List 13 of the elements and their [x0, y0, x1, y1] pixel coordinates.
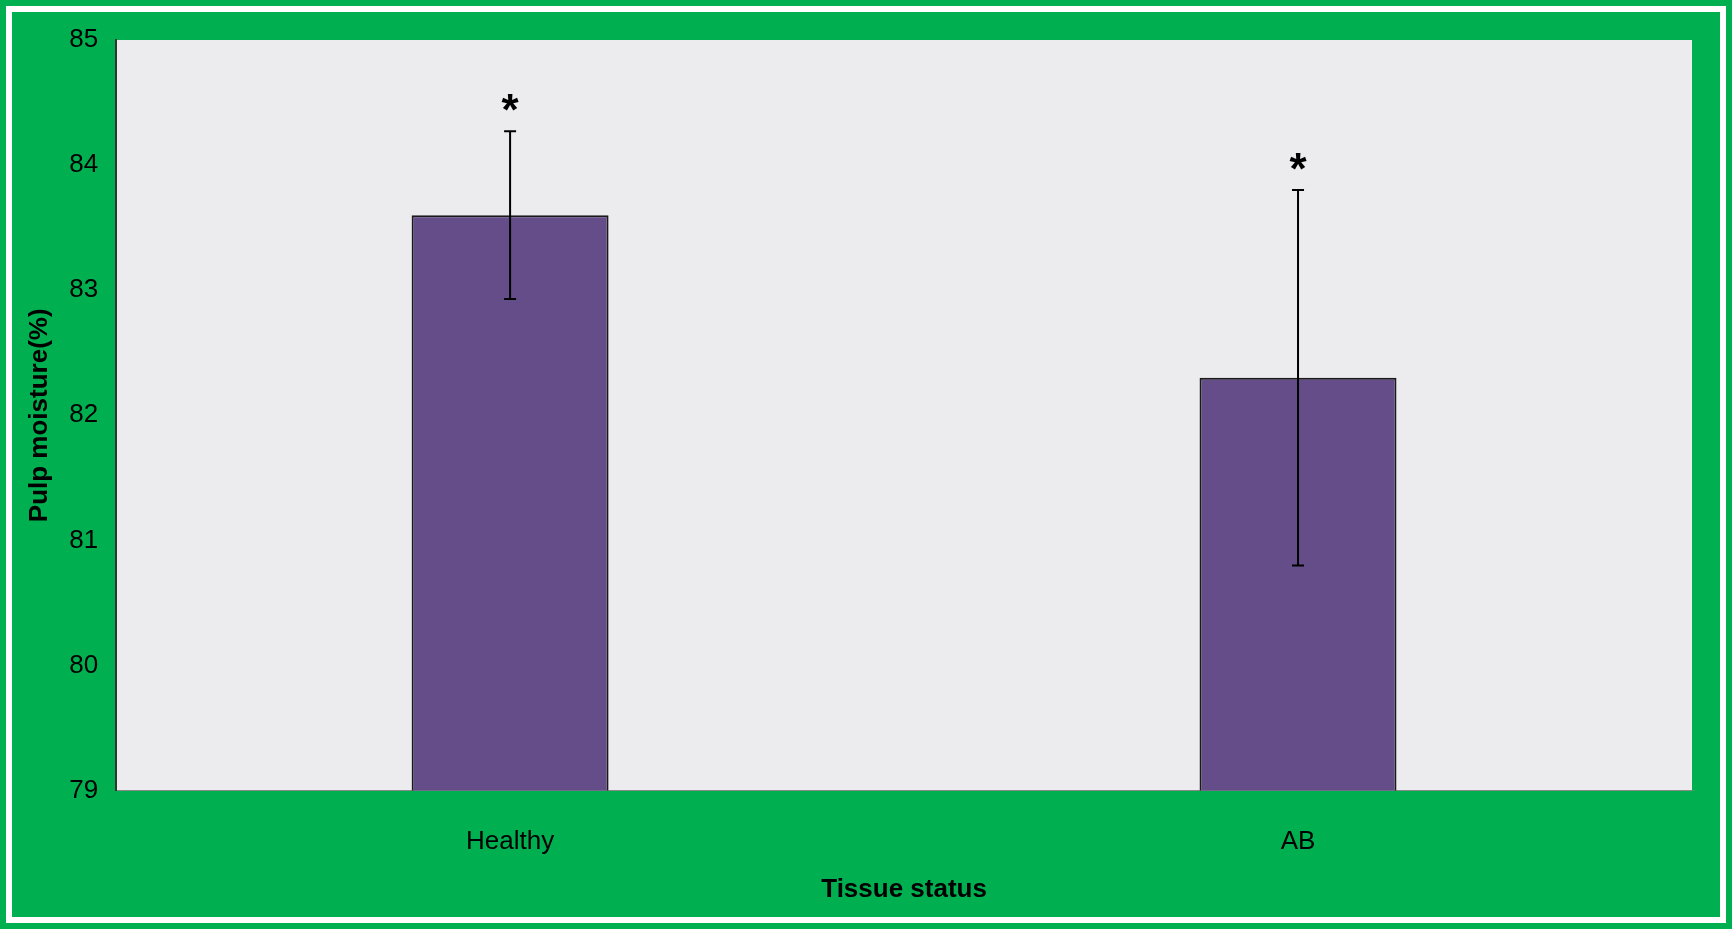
annotation: *: [501, 85, 520, 135]
y-tick-label: 82: [69, 398, 99, 429]
y-tick-label: 83: [69, 273, 99, 304]
x-axis-title: Tissue status: [821, 872, 987, 903]
y-tick-label: 79: [69, 773, 99, 804]
y-tick-label: 85: [69, 23, 99, 54]
x-tick-label: Healthy: [466, 825, 555, 856]
annotation: *: [1289, 144, 1308, 194]
y-tick-label: 80: [69, 648, 99, 679]
y-axis-title: Pulp moisture(%): [22, 308, 53, 523]
x-tick-label: AB: [1280, 825, 1316, 856]
y-tick-label: 84: [69, 148, 99, 179]
y-tick-label: 81: [69, 523, 99, 554]
